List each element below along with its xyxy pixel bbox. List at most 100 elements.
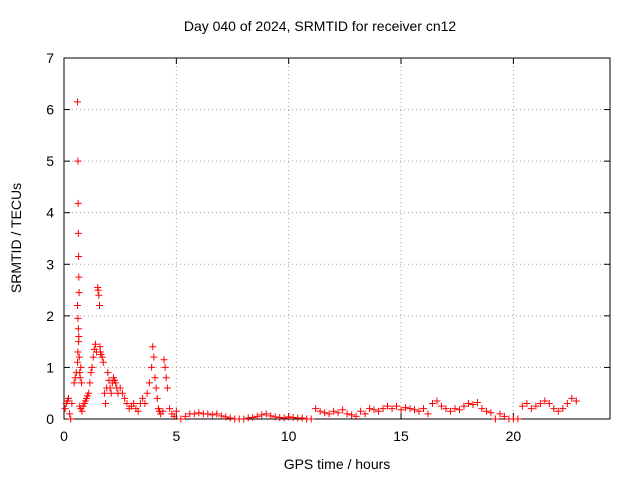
data-points xyxy=(61,98,580,423)
data-point xyxy=(104,369,112,377)
data-point xyxy=(64,394,72,402)
data-point xyxy=(446,407,454,415)
data-point xyxy=(330,407,338,415)
data-point xyxy=(568,394,576,402)
data-point xyxy=(208,411,216,419)
data-point xyxy=(163,384,171,392)
data-point xyxy=(85,389,93,397)
data-point xyxy=(397,406,405,414)
data-point xyxy=(464,400,472,408)
data-point xyxy=(75,332,83,340)
data-point xyxy=(213,410,221,418)
data-point xyxy=(148,363,156,371)
data-point xyxy=(455,406,463,414)
data-point xyxy=(170,412,178,420)
y-tick-label: 0 xyxy=(46,411,54,427)
data-point xyxy=(375,407,383,415)
data-point xyxy=(75,289,83,297)
tick-labels: 0 1 2 3 4 5 6 7 0 5 10 15 20 xyxy=(46,50,521,444)
data-point xyxy=(402,404,410,412)
data-point xyxy=(487,409,495,417)
data-point xyxy=(74,199,82,207)
data-point xyxy=(106,384,114,392)
data-point xyxy=(321,409,329,417)
data-point xyxy=(172,407,180,415)
data-point xyxy=(244,414,252,422)
x-tick-label: 20 xyxy=(506,428,522,444)
data-point xyxy=(177,415,185,423)
data-point xyxy=(420,405,428,413)
data-point xyxy=(411,406,419,414)
data-point xyxy=(271,413,279,421)
data-point xyxy=(74,325,82,333)
y-tick-label: 4 xyxy=(46,205,54,221)
data-point xyxy=(298,414,306,422)
data-point xyxy=(460,402,468,410)
data-point xyxy=(107,389,115,397)
data-point xyxy=(357,407,365,415)
data-point xyxy=(99,358,107,366)
data-point xyxy=(285,413,293,421)
data-point xyxy=(75,253,83,261)
data-point xyxy=(527,405,535,413)
data-point xyxy=(559,405,567,413)
data-point xyxy=(181,412,189,420)
data-point xyxy=(379,405,387,413)
data-point xyxy=(253,412,261,420)
x-tick-label: 5 xyxy=(172,428,180,444)
data-point xyxy=(226,414,234,422)
data-point xyxy=(442,405,450,413)
data-point xyxy=(258,411,266,419)
data-point xyxy=(550,405,558,413)
data-point xyxy=(415,407,423,415)
y-tick-label: 2 xyxy=(46,308,54,324)
data-point xyxy=(161,363,169,371)
data-point xyxy=(134,407,142,415)
data-point xyxy=(532,402,540,410)
y-tick-label: 1 xyxy=(46,359,54,375)
data-point xyxy=(451,405,459,413)
data-point xyxy=(96,302,104,310)
y-tick-label: 5 xyxy=(46,153,54,169)
data-point xyxy=(312,405,320,413)
data-point xyxy=(563,400,571,408)
data-point xyxy=(160,356,168,364)
data-point xyxy=(73,358,81,366)
data-point xyxy=(262,410,270,418)
data-point xyxy=(74,314,82,322)
x-tick-label: 15 xyxy=(393,428,409,444)
x-tick-label: 0 xyxy=(60,428,68,444)
data-point xyxy=(240,415,248,423)
x-axis-label: GPS time / hours xyxy=(283,456,391,472)
data-point xyxy=(276,413,284,421)
data-point xyxy=(89,353,97,361)
plot-frame xyxy=(63,57,611,420)
data-point xyxy=(152,384,160,392)
data-point xyxy=(95,291,103,299)
data-point xyxy=(267,412,275,420)
data-point xyxy=(572,397,580,405)
data-point xyxy=(478,405,486,413)
data-point xyxy=(166,405,174,413)
data-point xyxy=(545,400,553,408)
data-point xyxy=(78,407,86,415)
data-point xyxy=(473,398,481,406)
data-point xyxy=(195,409,203,417)
data-point xyxy=(433,397,441,405)
y-axis-label: SRMTID / TECUs xyxy=(8,182,24,294)
data-point xyxy=(102,400,110,408)
data-point xyxy=(500,412,508,420)
data-point xyxy=(393,402,401,410)
data-point xyxy=(151,374,159,382)
data-point xyxy=(162,374,170,382)
data-point xyxy=(130,400,138,408)
data-point xyxy=(491,415,499,423)
data-point xyxy=(280,414,288,422)
chart-title: Day 040 of 2024, SRMTID for receiver cn1… xyxy=(183,18,457,34)
data-point xyxy=(66,410,74,418)
data-point xyxy=(123,400,131,408)
data-point xyxy=(518,402,526,410)
data-point xyxy=(334,409,342,417)
data-point xyxy=(388,405,396,413)
data-point xyxy=(469,401,477,409)
